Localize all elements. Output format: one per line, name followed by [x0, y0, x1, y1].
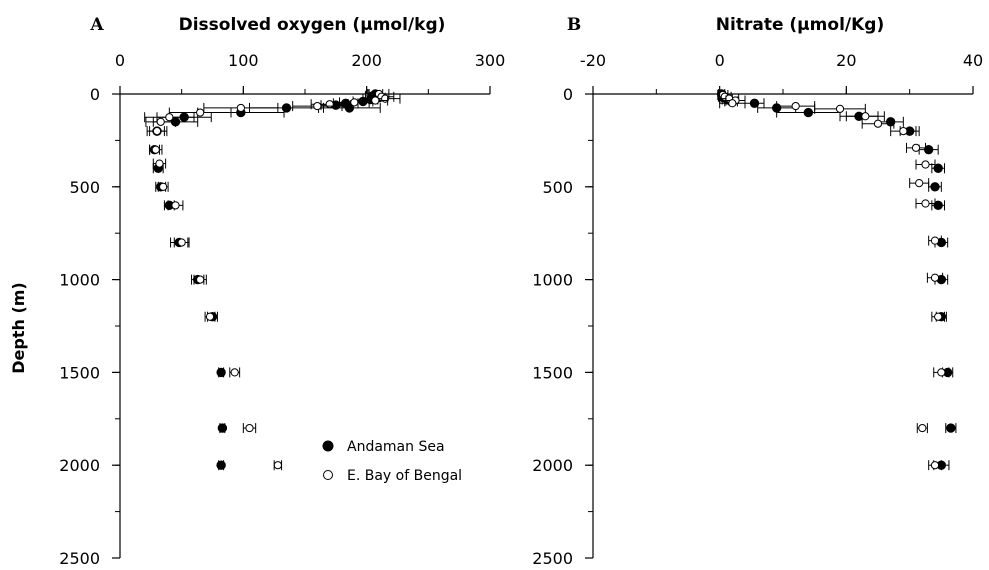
panel-a-point-e-bay-of-bengal: [236, 103, 245, 113]
panel-a: A Dissolved oxygen (µmol/kg) 0 100 200 300 0…: [59, 15, 506, 568]
panel-a-point-e-bay-of-bengal: [159, 182, 168, 191]
panel-a-point-e-bay-of-bengal: [155, 159, 164, 168]
legend-label-e-bay-of-bengal: E. Bay of Bengal: [347, 468, 462, 484]
panel-b-point-e-bay-of-bengal: [930, 236, 940, 245]
panel-a-point-e-bay-of-bengal: [152, 127, 162, 136]
panel-b-point-e-bay-of-bengal: [921, 160, 930, 169]
panel-a-point-andaman-sea: [217, 423, 228, 433]
legend-marker-andaman-sea: [322, 440, 334, 452]
panel-b-point-e-bay-of-bengal: [728, 99, 737, 108]
panel-a-point-andaman-sea: [344, 103, 355, 113]
panel-b-x-tick-label: 20: [836, 51, 856, 70]
panel-b-point-andaman-sea: [946, 423, 956, 433]
panel-b-y-tick-label: 500: [542, 178, 573, 197]
panel-a-point-e-bay-of-bengal: [273, 461, 282, 470]
panel-b-x-tick-label: 40: [963, 51, 983, 70]
panel-b-point-andaman-sea: [933, 163, 943, 173]
legend-marker-e-bay-of-bengal: [323, 470, 333, 480]
panel-b-point-e-bay-of-bengal: [937, 368, 946, 377]
panel-a-point-andaman-sea: [216, 460, 226, 470]
panel-b-point-e-bay-of-bengal: [930, 461, 940, 470]
panel-a-y-tick-label: 0: [90, 85, 100, 104]
panel-b-point-andaman-sea: [933, 200, 943, 211]
panel-a-point-e-bay-of-bengal: [313, 101, 322, 111]
panel-b-y-tick-label: 2000: [532, 456, 573, 475]
legend: Andaman Sea E. Bay of Bengal: [322, 439, 462, 484]
panel-a-y-tick-label: 1000: [59, 271, 100, 290]
panel-b-y-tick-label: 1000: [532, 271, 573, 290]
panel-a-point-e-bay-of-bengal: [156, 117, 165, 126]
panel-a-y-tick-label: 2000: [59, 456, 100, 475]
panel-a-title: Dissolved oxygen (µmol/kg): [179, 15, 446, 35]
panel-a-point-e-bay-of-bengal: [196, 108, 205, 117]
panel-b-point-e-bay-of-bengal: [791, 101, 800, 111]
panel-b-letter: B: [567, 15, 581, 35]
panel-b-y-tick-label: 0: [563, 85, 573, 104]
legend-label-andaman-sea: Andaman Sea: [347, 439, 445, 455]
panel-a-point-e-bay-of-bengal: [165, 113, 174, 122]
panel-b-point-e-bay-of-bengal: [915, 178, 924, 188]
panel-b-point-e-bay-of-bengal: [835, 104, 845, 113]
panel-b-point-e-bay-of-bengal: [899, 127, 908, 136]
panel-a-point-e-bay-of-bengal: [151, 145, 160, 154]
panel-a-x-tick-label: 0: [115, 51, 125, 70]
panel-a-point-e-bay-of-bengal: [205, 312, 215, 321]
panel-a-x-tick-label: 300: [475, 51, 506, 70]
panel-b: B Nitrate (µmol/Kg) -20 0 20 40 0 500 1000 1500…: [532, 15, 983, 568]
panel-a-x-tick-label: 200: [351, 51, 382, 70]
panel-a-y-tick-label: 500: [69, 178, 100, 197]
panel-a-point-e-bay-of-bengal: [245, 423, 254, 433]
panel-b-point-andaman-sea: [923, 144, 934, 155]
panel-b-title: Nitrate (µmol/Kg): [716, 15, 884, 35]
panel-a-point-e-bay-of-bengal: [230, 368, 239, 377]
panel-b-point-e-bay-of-bengal: [873, 119, 883, 128]
panel-b-x-tick-label: -20: [580, 51, 606, 70]
panel-b-point-e-bay-of-bengal: [911, 143, 921, 152]
panel-a-x-tick-label: 100: [228, 51, 259, 70]
panel-a-y-tick-label: 2500: [59, 549, 100, 566]
panel-b-point-andaman-sea: [930, 182, 940, 192]
panel-a-point-e-bay-of-bengal: [325, 100, 334, 109]
panel-a-point-e-bay-of-bengal: [177, 238, 186, 247]
panel-b-point-e-bay-of-bengal: [918, 423, 927, 433]
panel-b-point-e-bay-of-bengal: [930, 273, 940, 282]
panel-a-letter: A: [89, 15, 104, 35]
panel-a-point-e-bay-of-bengal: [196, 275, 205, 284]
panel-b-x-tick-label: 0: [715, 51, 725, 70]
panel-a-y-tick-label: 1500: [59, 363, 100, 382]
panel-b-point-e-bay-of-bengal: [921, 199, 930, 208]
panel-b-y-tick-label: 2500: [532, 549, 573, 566]
y-axis-label: Depth (m): [9, 282, 28, 374]
panel-a-point-e-bay-of-bengal: [350, 98, 359, 107]
panel-b-point-e-bay-of-bengal: [934, 312, 943, 321]
panel-b-point-andaman-sea: [803, 107, 814, 118]
panel-b-point-e-bay-of-bengal: [861, 112, 870, 121]
panel-a-point-e-bay-of-bengal: [371, 96, 380, 105]
panel-a-point-andaman-sea: [216, 367, 226, 378]
panel-a-point-e-bay-of-bengal: [171, 201, 180, 210]
panel-b-y-tick-label: 1500: [532, 363, 573, 382]
panel-b-point-andaman-sea: [749, 98, 760, 108]
